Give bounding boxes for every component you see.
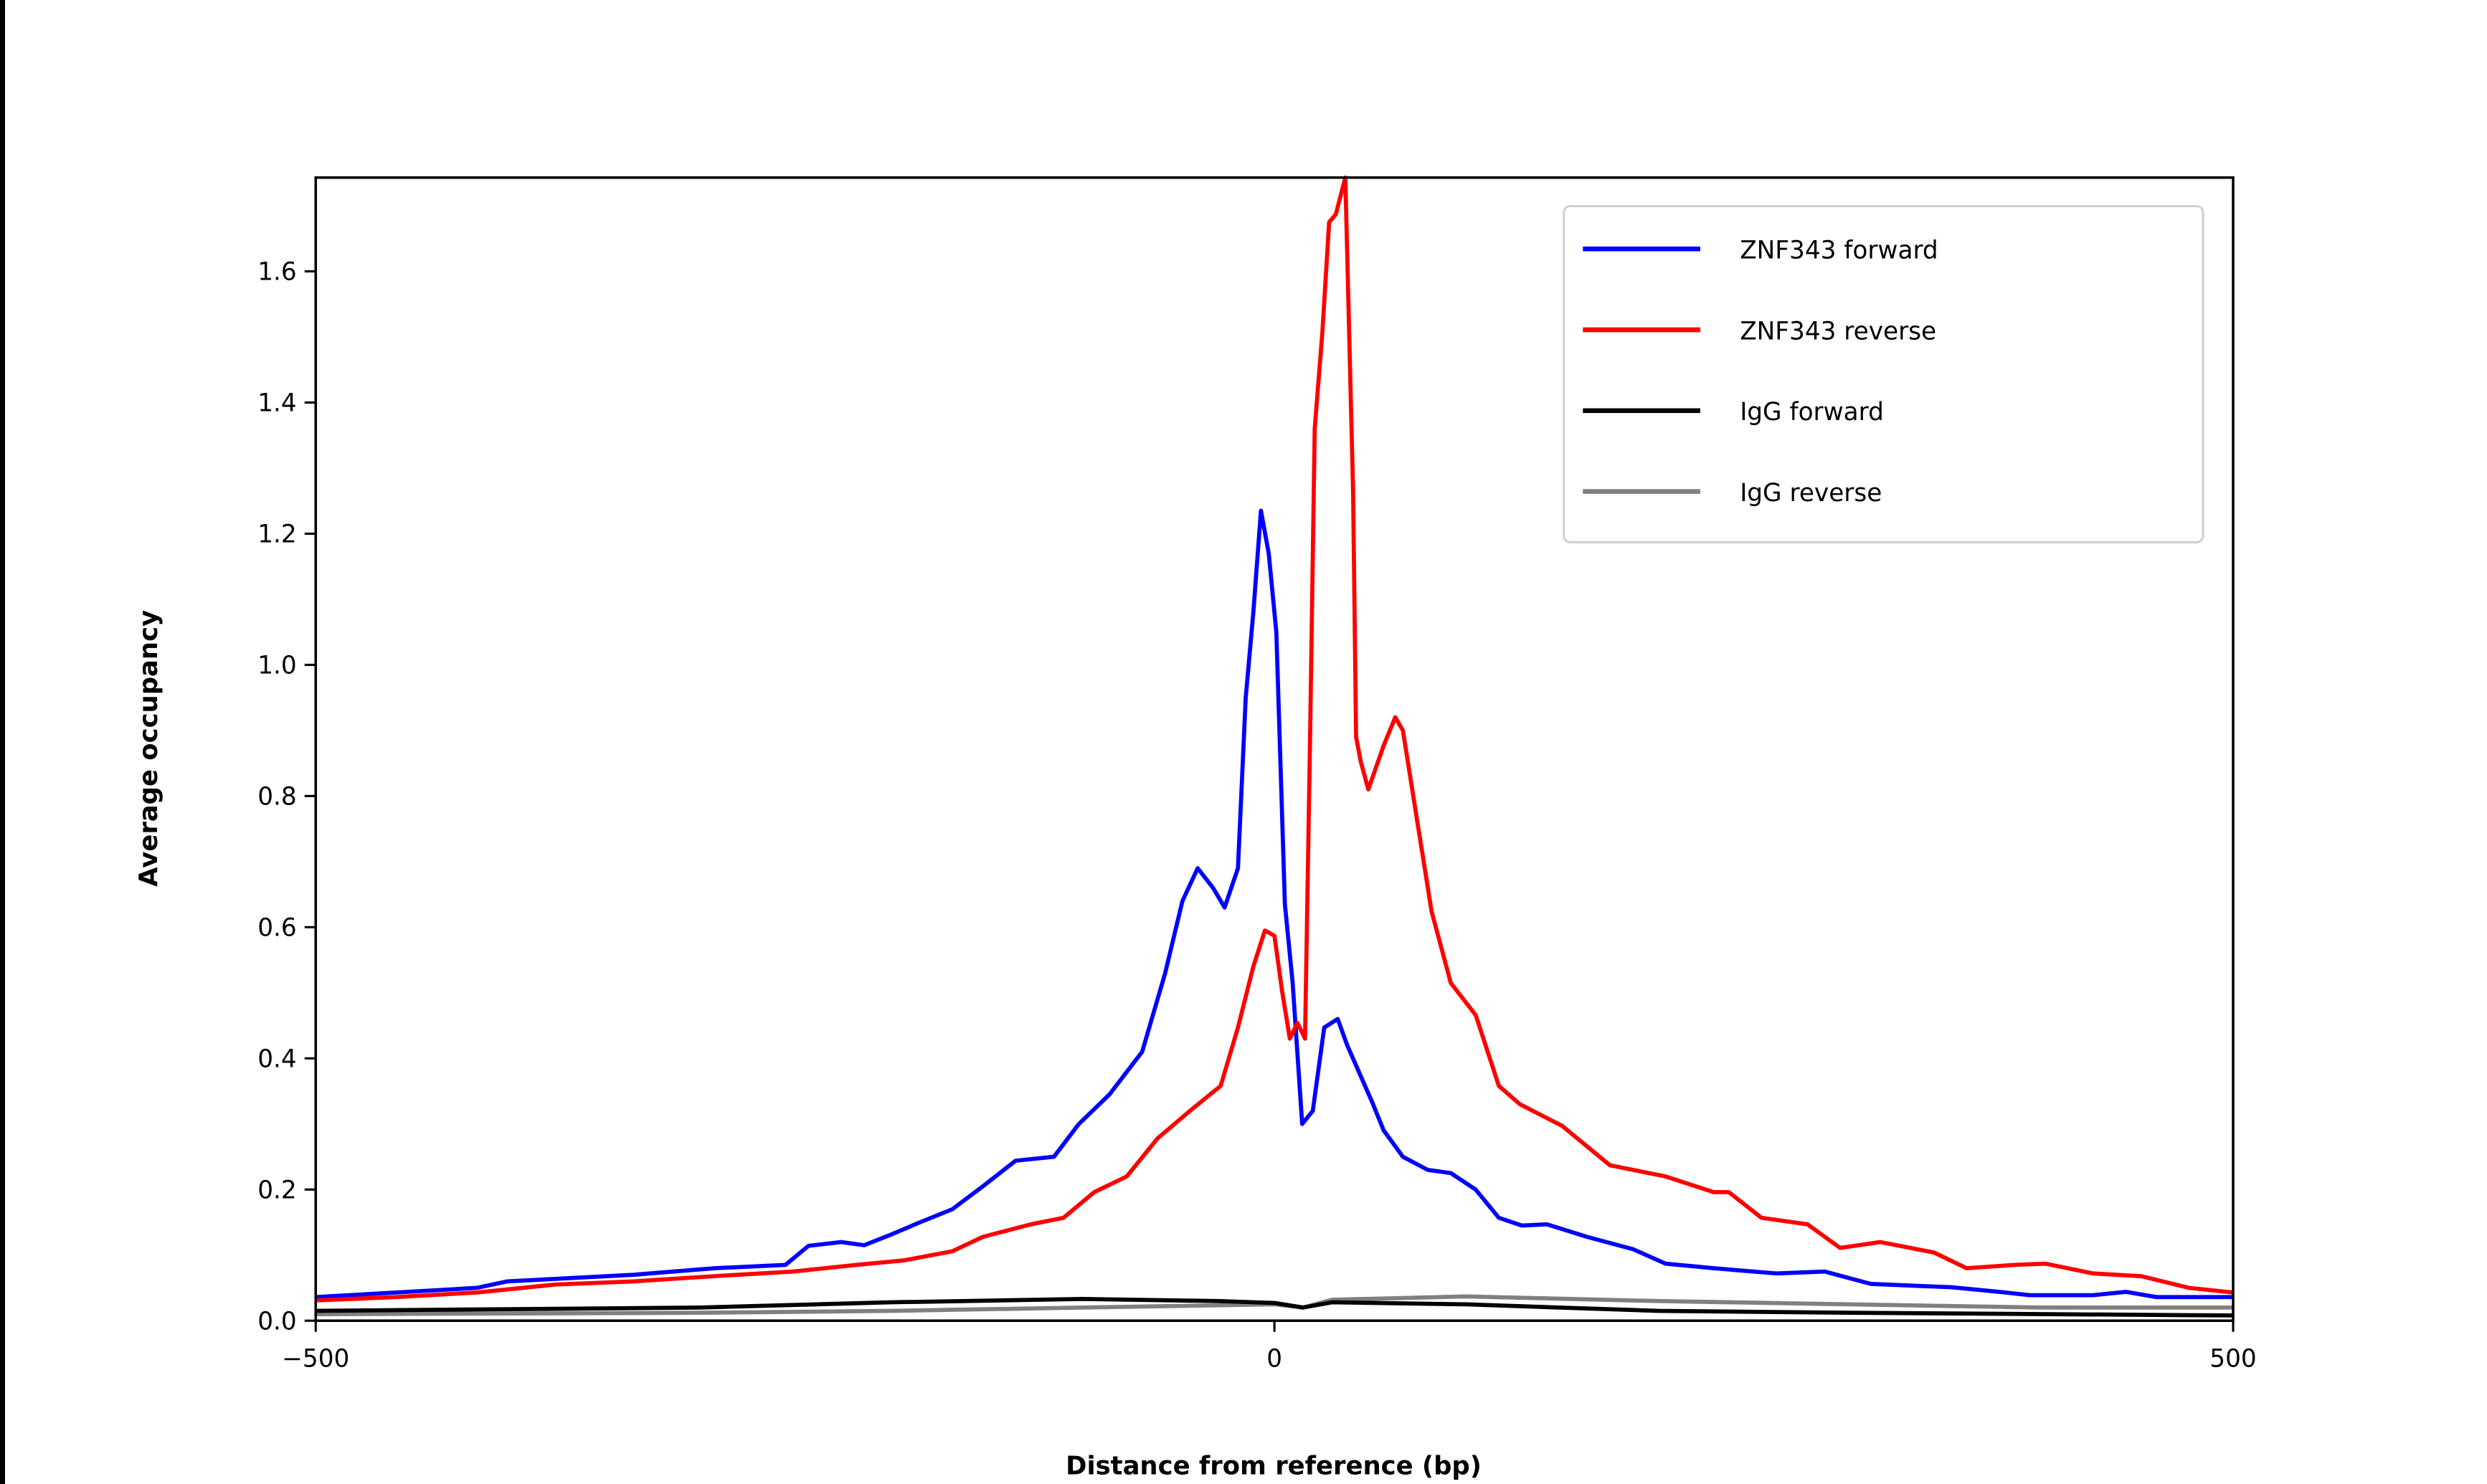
series-layer [316,175,2234,1318]
y-axis-label: Average occupancy [134,610,164,887]
series-line-igg-forward [316,1297,2234,1318]
x-tick-label: −500 [282,1344,349,1373]
legend-label: ZNF343 reverse [1740,317,1936,346]
y-tick-label: 1.2 [257,520,297,549]
y-tick-label: 1.4 [257,389,297,418]
y-tick-label: 0.0 [257,1307,297,1336]
legend: ZNF343 forward ZNF343 reverse IgG forward I… [1563,204,2204,543]
y-tick-label: 0.2 [257,1176,297,1204]
legend-label: IgG forward [1740,398,1884,427]
y-tick-label: 1.0 [257,652,297,680]
y-tick-label: 0.4 [257,1045,297,1073]
y-tick-label: 1.6 [257,258,297,287]
x-tick-label: 500 [2209,1344,2256,1373]
legend-frame [1563,204,2204,543]
legend-label: ZNF343 forward [1740,236,1938,265]
x-axis-label: Distance from reference (bp) [1066,1452,1482,1481]
y-tick-label: 0.6 [257,913,297,942]
legend-label: IgG reverse [1740,479,1882,508]
y-tick-label: 0.8 [257,783,297,812]
y-axis: 0.0 0.2 0.4 0.6 0.8 1.0 1.2 1.4 1.6 [257,258,316,1336]
left-border [0,0,5,1484]
x-axis: −500 0 500 [282,1321,2257,1373]
series-line-znf343-forward [316,508,2234,1300]
x-tick-label: 0 [1266,1344,1282,1373]
series-line-znf343-reverse [316,175,2234,1303]
